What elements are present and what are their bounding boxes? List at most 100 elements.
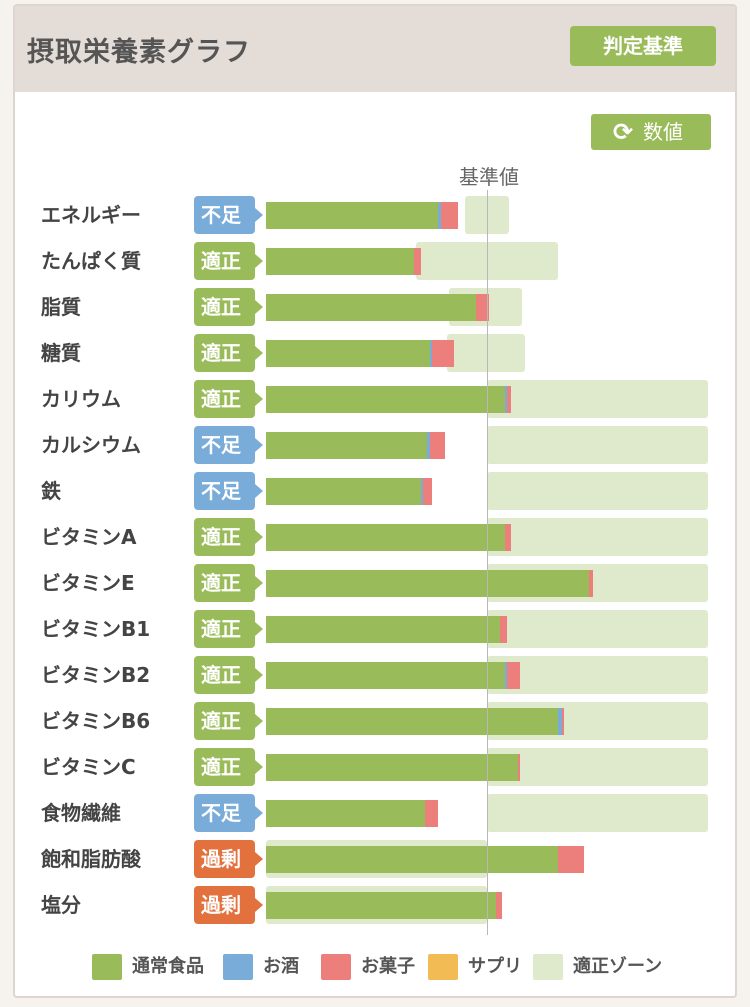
status-badge: 適正 xyxy=(194,242,263,280)
bar-segment xyxy=(504,524,512,551)
nutrient-label: 塩分 xyxy=(41,893,81,917)
bar-segment xyxy=(266,662,505,689)
nutrient-label: たんぱく質 xyxy=(41,249,141,273)
nutrient-row: ビタミンB2 適正 xyxy=(15,652,735,698)
bar-segment xyxy=(266,202,439,229)
nutrient-row: 鉄 不足 xyxy=(15,468,735,514)
optimal-zone xyxy=(487,380,708,418)
bar-segment xyxy=(517,754,521,781)
bar-segment xyxy=(266,892,496,919)
nutrient-row: 脂質 適正 xyxy=(15,284,735,330)
refresh-icon: ⟳ xyxy=(613,118,634,146)
bar-segment xyxy=(500,616,507,643)
nutrient-label: ビタミンE xyxy=(41,571,135,595)
nutrient-label: エネルギー xyxy=(41,203,141,227)
bar-segment xyxy=(425,800,439,827)
legend-label: 通常食品 xyxy=(132,956,204,977)
optimal-zone xyxy=(487,472,708,510)
optimal-zone xyxy=(487,426,708,464)
card-title: 摂取栄養素グラフ xyxy=(27,37,251,68)
optimal-zone xyxy=(487,794,708,832)
nutrient-graph-card: 摂取栄養素グラフ 判定基準 ⟳ 数値 基準値 エネルギー 不足 たんぱく質 適正 脂質適… xyxy=(13,4,737,998)
bar-segment xyxy=(420,478,423,505)
legend-swatch xyxy=(92,954,122,980)
nutrient-label: カルシウム xyxy=(41,433,141,457)
nutrient-row: エネルギー 不足 xyxy=(15,192,735,238)
bar-segment xyxy=(266,524,505,551)
bar-segment xyxy=(266,708,558,735)
nutrient-row: ビタミンC 適正 xyxy=(15,744,735,790)
status-badge: 適正 xyxy=(194,610,263,648)
status-badge: 不足 xyxy=(194,426,263,464)
legend-swatch xyxy=(533,954,563,980)
nutrient-label: 脂質 xyxy=(41,295,81,319)
legend-label: サプリ xyxy=(468,956,522,977)
nutrient-label: ビタミンA xyxy=(41,525,137,549)
optimal-zone xyxy=(487,656,708,694)
legend-label: お菓子 xyxy=(361,956,415,977)
base-value-label: 基準値 xyxy=(459,165,519,189)
bar-segment xyxy=(506,662,521,689)
value-toggle-button[interactable]: ⟳ 数値 xyxy=(591,114,711,150)
optimal-zone xyxy=(487,610,708,648)
status-badge: 適正 xyxy=(194,564,263,602)
nutrient-label: 鉄 xyxy=(41,479,61,503)
nutrient-label: カリウム xyxy=(41,387,121,411)
bar-segment xyxy=(475,294,490,321)
legend-swatch xyxy=(321,954,351,980)
bar-segment xyxy=(562,708,565,735)
bar-segment xyxy=(495,892,503,919)
bar-segment xyxy=(427,432,430,459)
status-badge: 適正 xyxy=(194,288,263,326)
bar-segment xyxy=(266,386,505,413)
card-header: 摂取栄養素グラフ 判定基準 xyxy=(15,6,735,92)
legend-label: お酒 xyxy=(263,956,299,977)
bar-segment xyxy=(266,294,476,321)
base-value-line xyxy=(487,190,488,935)
legend-label: 適正ゾーン xyxy=(573,956,663,977)
bar-segment xyxy=(506,386,512,413)
bar-segment xyxy=(440,202,459,229)
status-badge: 不足 xyxy=(194,472,263,510)
bar-segment xyxy=(266,432,428,459)
nutrient-row: カリウム 適正 xyxy=(15,376,735,422)
bar-segment xyxy=(504,386,507,413)
criteria-button[interactable]: 判定基準 xyxy=(570,26,716,66)
nutrient-row: 糖質 適正 xyxy=(15,330,735,376)
status-badge: 不足 xyxy=(194,196,263,234)
bar-segment xyxy=(429,432,445,459)
nutrient-label: 糖質 xyxy=(41,341,81,365)
nutrient-row: ビタミンB1 適正 xyxy=(15,606,735,652)
status-badge: 適正 xyxy=(194,334,263,372)
optimal-zone xyxy=(416,242,558,280)
bar-segment xyxy=(429,340,432,367)
status-badge: 過剰 xyxy=(194,840,263,878)
nutrient-row: カルシウム 不足 xyxy=(15,422,735,468)
nutrient-label: ビタミンB2 xyxy=(41,663,151,687)
optimal-zone xyxy=(487,518,708,556)
nutrient-row: ビタミンE 適正 xyxy=(15,560,735,606)
nutrient-row: ビタミンB6 適正 xyxy=(15,698,735,744)
bar-segment xyxy=(266,478,421,505)
nutrient-label: ビタミンC xyxy=(41,755,136,779)
optimal-zone xyxy=(464,196,510,234)
nutrient-label: 食物繊維 xyxy=(41,801,121,825)
status-badge: 適正 xyxy=(194,702,263,740)
nutrient-row: 飽和脂肪酸 過剰 xyxy=(15,836,735,882)
bar-segment xyxy=(266,570,589,597)
status-badge: 過剰 xyxy=(194,886,263,924)
nutrient-label: ビタミンB1 xyxy=(41,617,151,641)
bar-segment xyxy=(557,708,563,735)
bar-segment xyxy=(431,340,454,367)
status-badge: 適正 xyxy=(194,656,263,694)
nutrient-row: 食物繊維 不足 xyxy=(15,790,735,836)
value-toggle-label: 数値 xyxy=(643,120,683,144)
bar-segment xyxy=(266,616,501,643)
status-badge: 適正 xyxy=(194,380,263,418)
bar-segment xyxy=(266,754,518,781)
bar-segment xyxy=(438,202,441,229)
nutrient-label: ビタミンB6 xyxy=(41,709,151,733)
status-badge: 適正 xyxy=(194,518,263,556)
bar-segment xyxy=(266,248,415,275)
status-badge: 不足 xyxy=(194,794,263,832)
